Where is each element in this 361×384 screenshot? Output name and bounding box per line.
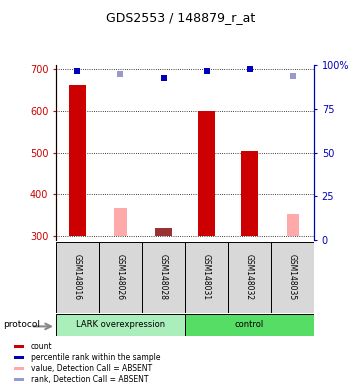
Text: percentile rank within the sample: percentile rank within the sample <box>31 353 160 362</box>
Text: GSM148028: GSM148028 <box>159 255 168 300</box>
Bar <box>287 214 299 236</box>
Bar <box>69 85 86 236</box>
Text: GDS2553 / 148879_r_at: GDS2553 / 148879_r_at <box>106 11 255 24</box>
Text: GSM148031: GSM148031 <box>202 254 211 301</box>
Bar <box>198 111 215 236</box>
Bar <box>155 228 172 236</box>
Text: count: count <box>31 342 52 351</box>
Text: protocol: protocol <box>4 320 40 329</box>
Bar <box>14 378 24 381</box>
Bar <box>185 242 228 313</box>
Text: GSM148016: GSM148016 <box>73 254 82 301</box>
Bar <box>14 367 24 370</box>
Text: LARK overexpression: LARK overexpression <box>76 320 165 329</box>
Text: GSM148026: GSM148026 <box>116 254 125 301</box>
Bar <box>114 208 126 236</box>
Bar <box>99 242 142 313</box>
Text: rank, Detection Call = ABSENT: rank, Detection Call = ABSENT <box>31 375 148 384</box>
Text: GSM148032: GSM148032 <box>245 254 254 301</box>
Bar <box>271 242 314 313</box>
Bar <box>14 345 24 348</box>
Bar <box>241 151 258 236</box>
Text: value, Detection Call = ABSENT: value, Detection Call = ABSENT <box>31 364 152 373</box>
Bar <box>142 242 185 313</box>
Bar <box>56 314 185 336</box>
Bar <box>14 356 24 359</box>
Text: control: control <box>235 320 264 329</box>
Bar <box>56 242 99 313</box>
Bar <box>185 314 314 336</box>
Bar <box>157 228 170 236</box>
Text: GSM148035: GSM148035 <box>288 254 297 301</box>
Bar <box>228 242 271 313</box>
